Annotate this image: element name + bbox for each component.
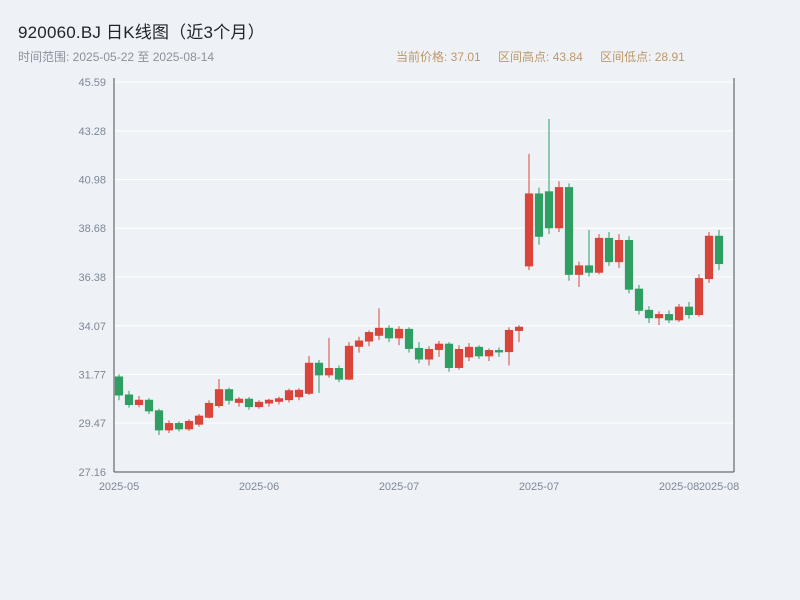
candle-body	[254, 401, 264, 408]
candle-body	[514, 326, 524, 331]
candle-body	[664, 314, 674, 321]
kline-chart: 45.59 43.28 40.98 38.68 36.38 34.07 31.77 29.47…	[78, 77, 739, 493]
candle-body	[584, 265, 594, 273]
candle-body	[314, 362, 324, 376]
candle-body	[264, 399, 274, 404]
candle-body	[134, 399, 144, 405]
stat-current-price: 当前价格: 37.01	[396, 50, 481, 64]
candle-body	[614, 239, 624, 263]
candle-body	[114, 376, 124, 396]
candle-body	[494, 350, 504, 353]
candle-body	[504, 329, 514, 353]
candle-body	[334, 368, 344, 380]
candle-body	[544, 191, 554, 229]
candle-body	[294, 389, 304, 398]
candle-body	[384, 327, 394, 339]
candle-body	[414, 347, 424, 360]
chart-subheader: 时间范围: 2025-05-22 至 2025-08-14 当前价格: 37.0…	[18, 48, 782, 64]
candle-body	[204, 402, 214, 418]
svg-text:43.28: 43.28	[78, 126, 106, 138]
candle-body	[274, 398, 284, 402]
svg-text:40.98: 40.98	[78, 175, 106, 187]
candle-body	[304, 362, 314, 394]
svg-text:2025-05: 2025-05	[99, 481, 139, 493]
time-range-label: 时间范围: 2025-05-22 至 2025-08-14	[18, 50, 215, 64]
page-title: 920060.BJ 日K线图（近3个月）	[18, 23, 265, 42]
candle-body	[594, 237, 604, 273]
candle-body	[354, 340, 364, 347]
candle-body	[564, 187, 574, 275]
candle-body	[424, 348, 434, 360]
stat-range-high: 区间高点: 43.84	[498, 50, 583, 64]
svg-text:2025-07: 2025-07	[519, 481, 559, 493]
candle-body	[124, 394, 134, 405]
svg-text:2025-08: 2025-08	[699, 481, 739, 493]
candle-body	[574, 265, 584, 275]
candle-body	[174, 423, 184, 430]
svg-text:29.47: 29.47	[78, 418, 106, 430]
svg-text:36.38: 36.38	[78, 272, 106, 284]
candle-body	[154, 410, 164, 431]
candle-body	[244, 398, 254, 408]
candle-body	[184, 420, 194, 430]
candle-body	[364, 332, 374, 342]
candle-body	[534, 193, 544, 237]
svg-text:2025-07: 2025-07	[379, 481, 419, 493]
candle-body	[624, 239, 634, 290]
candle-body	[344, 345, 354, 380]
svg-text:2025-06: 2025-06	[239, 481, 279, 493]
axis-lines	[113, 78, 735, 473]
candle-body	[474, 346, 484, 357]
svg-text:31.77: 31.77	[78, 369, 106, 381]
candle-body	[324, 368, 334, 376]
svg-text:45.59: 45.59	[78, 77, 106, 89]
candle-body	[404, 328, 414, 349]
candle-body	[714, 235, 724, 265]
svg-text:2025-08: 2025-08	[659, 481, 699, 493]
candle-body	[454, 348, 464, 368]
candle-body	[444, 343, 454, 368]
candle-body	[484, 350, 494, 357]
candle-body	[694, 278, 704, 316]
candle-body	[164, 423, 174, 431]
candle-body	[684, 306, 694, 316]
candle-body	[524, 193, 534, 267]
candle-body	[194, 415, 204, 425]
svg-text:27.16: 27.16	[78, 467, 106, 479]
candle-body	[234, 398, 244, 403]
candle-body	[464, 346, 474, 358]
candle-body	[704, 235, 714, 280]
chart-header: 920060.BJ 日K线图（近3个月） 时间范围: 2025-05-22 至 …	[18, 18, 782, 64]
stats-row: 当前价格: 37.01 区间高点: 43.84 区间低点: 28.91	[396, 48, 699, 65]
chart-area: 45.59 43.28 40.98 38.68 36.38 34.07 31.77 29.47…	[10, 72, 770, 504]
candle-body	[434, 343, 444, 350]
candle-body	[634, 288, 644, 311]
candle-body	[214, 389, 224, 407]
candle-body	[144, 399, 154, 412]
candle-body	[654, 314, 664, 319]
candle-body	[224, 389, 234, 401]
candle-body	[604, 237, 614, 263]
stat-range-low: 区间低点: 28.91	[600, 50, 685, 64]
x-axis-labels: 2025-05 2025-06 2025-07 2025-07 2025-08 2025-…	[99, 481, 739, 493]
candle-body	[644, 309, 654, 319]
candle-body	[394, 328, 404, 339]
candle-body	[554, 187, 564, 229]
candle-body	[374, 327, 384, 336]
candle-body	[674, 306, 684, 321]
svg-text:38.68: 38.68	[78, 223, 106, 235]
svg-text:34.07: 34.07	[78, 321, 106, 333]
y-axis-labels: 45.59 43.28 40.98 38.68 36.38 34.07 31.77 29.47…	[78, 77, 106, 479]
candles	[114, 119, 724, 435]
candle-body	[284, 390, 294, 401]
